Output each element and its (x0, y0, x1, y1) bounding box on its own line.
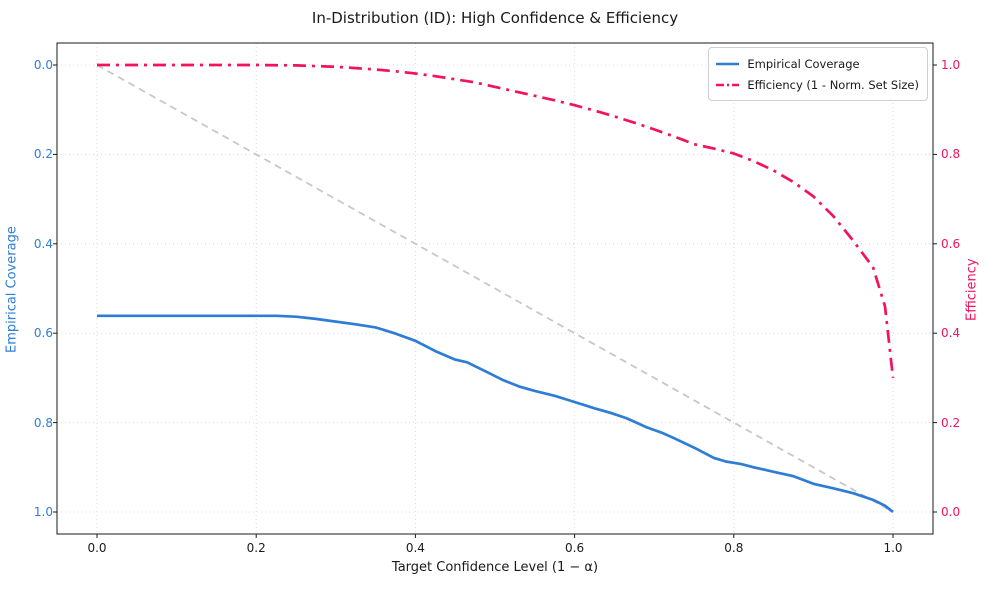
left-tick-label: 0.8 (33, 415, 53, 430)
right-tick-label: 0.8 (941, 147, 961, 162)
efficiency-line-swatch-icon (716, 83, 740, 86)
left-tick-label: 0.4 (33, 236, 53, 251)
right-y-axis-label: Efficiency (964, 258, 980, 322)
x-tick-label: 0.6 (565, 541, 585, 555)
legend: Empirical Coverage Efficiency (1 - Norm.… (708, 47, 928, 101)
x-tick-label: 0.8 (724, 541, 744, 555)
efficiency-line (97, 63, 895, 379)
legend-item-coverage: Empirical Coverage (715, 53, 919, 74)
right-tick-label: 0.0 (941, 505, 961, 519)
axes-spines (56, 42, 934, 535)
x-tick-label: 0.4 (405, 541, 425, 555)
chart-title: In-Distribution (ID): High Confidence & … (311, 9, 679, 27)
x-tick-label: 1.0 (883, 541, 903, 555)
right-tick-label: 1.0 (941, 58, 961, 72)
x-tick-label: 0.0 (87, 541, 107, 555)
legend-label-efficiency: Efficiency (1 - Norm. Set Size) (747, 77, 919, 92)
legend-label-coverage: Empirical Coverage (747, 56, 860, 71)
reference-diagonal-line (96, 64, 894, 513)
coverage-line-swatch-icon (716, 62, 740, 65)
right-tick-label: 0.6 (941, 236, 961, 251)
left-tick-label: 0.6 (33, 326, 53, 341)
legend-item-efficiency: Efficiency (1 - Norm. Set Size) (715, 74, 919, 95)
coverage-line (97, 314, 894, 514)
left-tick-label: 1.0 (33, 505, 53, 519)
right-tick-label: 0.2 (941, 415, 961, 430)
left-y-axis-label: Empirical Coverage (4, 226, 20, 354)
right-tick-label: 0.4 (941, 326, 961, 341)
left-tick-label: 0.2 (33, 147, 53, 162)
x-axis-label: Target Confidence Level (1 − α) (391, 560, 599, 575)
x-tick-label: 0.2 (246, 541, 266, 555)
left-tick-label: 0.0 (33, 58, 53, 72)
